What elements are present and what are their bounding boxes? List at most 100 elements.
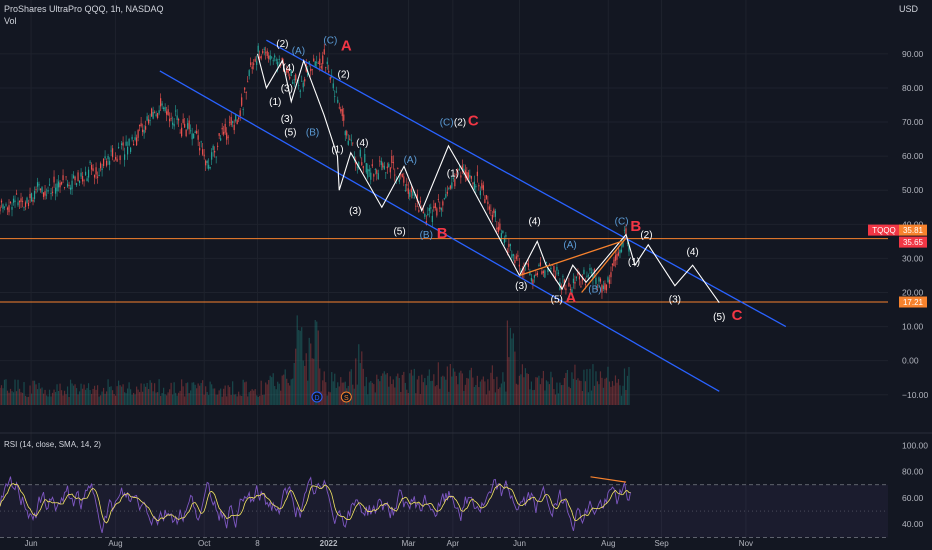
candle-body (485, 195, 487, 199)
volume-bar (89, 390, 91, 405)
candle-body (463, 168, 465, 171)
volume-bar (449, 364, 451, 405)
candle-body (110, 150, 112, 152)
volume-bar (539, 384, 542, 405)
candle-body (194, 131, 196, 134)
candle-body (374, 169, 376, 170)
time-tick-label: Mar (402, 539, 416, 548)
candle-body (93, 174, 96, 178)
symbol-title[interactable]: ProShares UltraPro QQQ, 1h, NASDAQ (4, 4, 164, 14)
candle-body (493, 209, 495, 214)
wave-polyline (256, 53, 720, 304)
wave-label: (C) (323, 36, 337, 47)
volume-bar (581, 391, 584, 405)
volume-bar (155, 392, 157, 405)
candle-body (361, 162, 363, 166)
time-axis[interactable]: Jun Aug Oct 8 2022 Mar Apr Jun Aug Sep Nov (25, 539, 753, 548)
volume-bar (361, 351, 363, 405)
volume-bar (173, 382, 175, 405)
volume-bar (72, 385, 75, 405)
candle-body (230, 117, 232, 126)
volume-bar (412, 375, 414, 405)
rsi-pane (0, 476, 888, 538)
candle-body (389, 167, 391, 173)
wave-labels: (2)(A)(C) A(4)(3)(1)(2)(3)(5) (B)(1)(4)(3)… (269, 36, 742, 324)
volume-bar (406, 389, 408, 405)
volume-bar (475, 385, 477, 405)
volume-bar (395, 376, 397, 405)
candle-body (59, 182, 61, 188)
volume-bar (129, 389, 132, 405)
volume-bar (389, 376, 391, 405)
candle-body (44, 191, 46, 196)
volume-bar (490, 372, 492, 405)
volume-bar (542, 370, 545, 405)
volume-bar (244, 382, 246, 405)
volume-bar (296, 315, 298, 405)
volume-bar (415, 393, 417, 405)
candle-body (431, 215, 433, 223)
volume-bar (598, 384, 600, 405)
candle-body (217, 145, 219, 147)
rsi-tick-label: 60.00 (902, 493, 924, 503)
volume-indicator-label[interactable]: Vol (4, 16, 17, 26)
volume-bar (51, 392, 54, 405)
wave-label: (1) (628, 257, 640, 268)
candle-body (8, 205, 10, 213)
candle-body (15, 193, 18, 195)
wave-label: (2) (338, 70, 350, 81)
candle-body (131, 136, 133, 140)
candle-body (598, 277, 600, 282)
candle-body (412, 191, 414, 196)
candle-body (530, 278, 533, 281)
candle-body (239, 110, 241, 117)
price-axis[interactable]: 90.00 80.00 70.00 60.00 50.00 40.00 30.00 20.00… (868, 49, 929, 529)
event-marker[interactable]: S (340, 391, 352, 403)
candle-body (248, 70, 250, 77)
candle-body (137, 130, 139, 138)
volume-bar (464, 384, 466, 405)
volume-bar (625, 389, 627, 405)
candle-body (275, 59, 277, 61)
candle-body (125, 141, 127, 146)
elliott-wave-path[interactable] (256, 53, 720, 304)
volume-bar (535, 377, 537, 405)
volume-bar (526, 373, 528, 405)
rsi-indicator-label[interactable]: RSI (14, close, SMA, 14, 2) (4, 440, 101, 449)
volume-bar (277, 381, 279, 405)
volume-bar (23, 382, 25, 405)
candle-body (448, 188, 450, 189)
volume-bar (57, 390, 60, 405)
volume-bar (568, 386, 570, 405)
volume-bar (101, 391, 103, 405)
candle-body (116, 158, 118, 162)
volume-bar (6, 390, 9, 405)
volume-bar (571, 372, 573, 405)
volume-bar (607, 366, 609, 405)
volume-bar (530, 381, 533, 405)
volume-bar (179, 390, 181, 405)
volume-bar (524, 368, 526, 405)
volume-bar (521, 364, 523, 405)
volume-bar (74, 384, 76, 405)
candle-body (574, 282, 576, 284)
candle-body (608, 279, 611, 284)
candle-body (587, 275, 590, 276)
candle-body (199, 147, 201, 151)
volume-bar (538, 375, 540, 405)
volume-bar (241, 395, 243, 405)
candle-body (304, 79, 306, 82)
wave-label: (C) (615, 216, 629, 227)
descending-channel[interactable] (159, 39, 787, 392)
event-marker[interactable]: D (311, 391, 323, 403)
candle-body (368, 169, 370, 172)
candle-body (436, 208, 438, 216)
candle-body (72, 175, 75, 179)
candle-body (39, 188, 42, 191)
candle-body (509, 244, 511, 246)
candle-body (145, 126, 147, 130)
candle-body (563, 279, 566, 286)
rsi-tick-label: 80.00 (902, 467, 924, 477)
